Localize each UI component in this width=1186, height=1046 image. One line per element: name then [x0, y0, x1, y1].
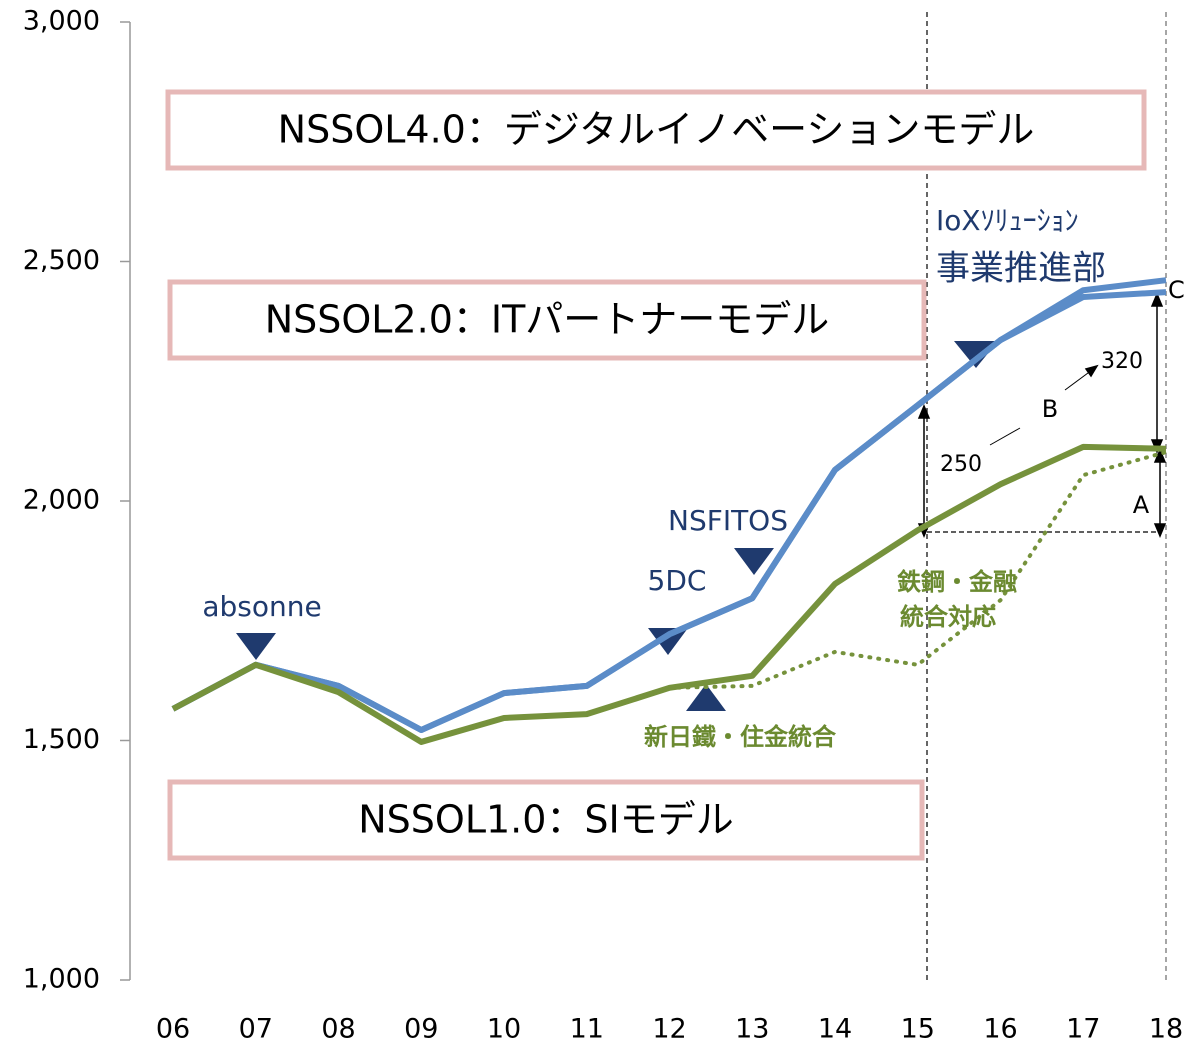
event-markers: [236, 341, 998, 711]
x-tick-label: 11: [570, 1014, 604, 1045]
series-line: [667, 450, 1168, 690]
y-tick-label: 3,000: [23, 6, 100, 37]
model-label: NSSOL1.0：SIモデル: [358, 798, 734, 842]
annotation: 新日鐵・住金統合: [644, 723, 837, 751]
model-box: [167, 279, 927, 361]
model-label: NSSOL2.0：ITパートナーモデル: [265, 298, 830, 342]
y-tick-label: 1,500: [23, 724, 100, 755]
annotation: A: [1133, 491, 1150, 519]
x-tick-label: 13: [735, 1014, 769, 1045]
series-line: [171, 289, 1167, 733]
x-tick-label: 06: [156, 1014, 190, 1045]
x-tick-label: 17: [1066, 1014, 1100, 1045]
x-tick-label: 15: [901, 1014, 935, 1045]
annotation: C: [1168, 276, 1185, 304]
annotation: NSFITOS: [668, 504, 788, 537]
annotation: B: [1042, 395, 1058, 423]
model-box: [165, 89, 1147, 171]
annotation: absonne: [202, 590, 321, 623]
y-tick-label: 1,000: [23, 964, 100, 995]
y-tick-label: 2,000: [23, 485, 100, 516]
annotation: IoXｿﾘｭｰｼｮﾝ: [936, 204, 1079, 237]
x-tick-label: 16: [983, 1014, 1017, 1045]
annotation: 320: [1101, 349, 1143, 374]
x-tick-label: 12: [652, 1014, 686, 1045]
x-tick-label: 08: [321, 1014, 355, 1045]
y-tick-label: 2,500: [23, 245, 100, 276]
model-label: NSSOL4.0：デジタルイノベーションモデル: [278, 108, 1035, 152]
annotation: 事業推進部: [936, 249, 1106, 289]
x-tick-label: 07: [239, 1014, 273, 1045]
annotation: 250: [940, 452, 982, 477]
annotation: 5DC: [648, 564, 707, 597]
x-tick-label: 10: [487, 1014, 521, 1045]
x-tick-label: 09: [404, 1014, 438, 1045]
x-tick-label: 14: [818, 1014, 852, 1045]
annotation: 統合対応: [900, 603, 996, 631]
x-tick-label: 18: [1149, 1014, 1183, 1045]
annotation: 鉄鋼・金融: [897, 568, 1017, 596]
model-box: [167, 779, 925, 861]
